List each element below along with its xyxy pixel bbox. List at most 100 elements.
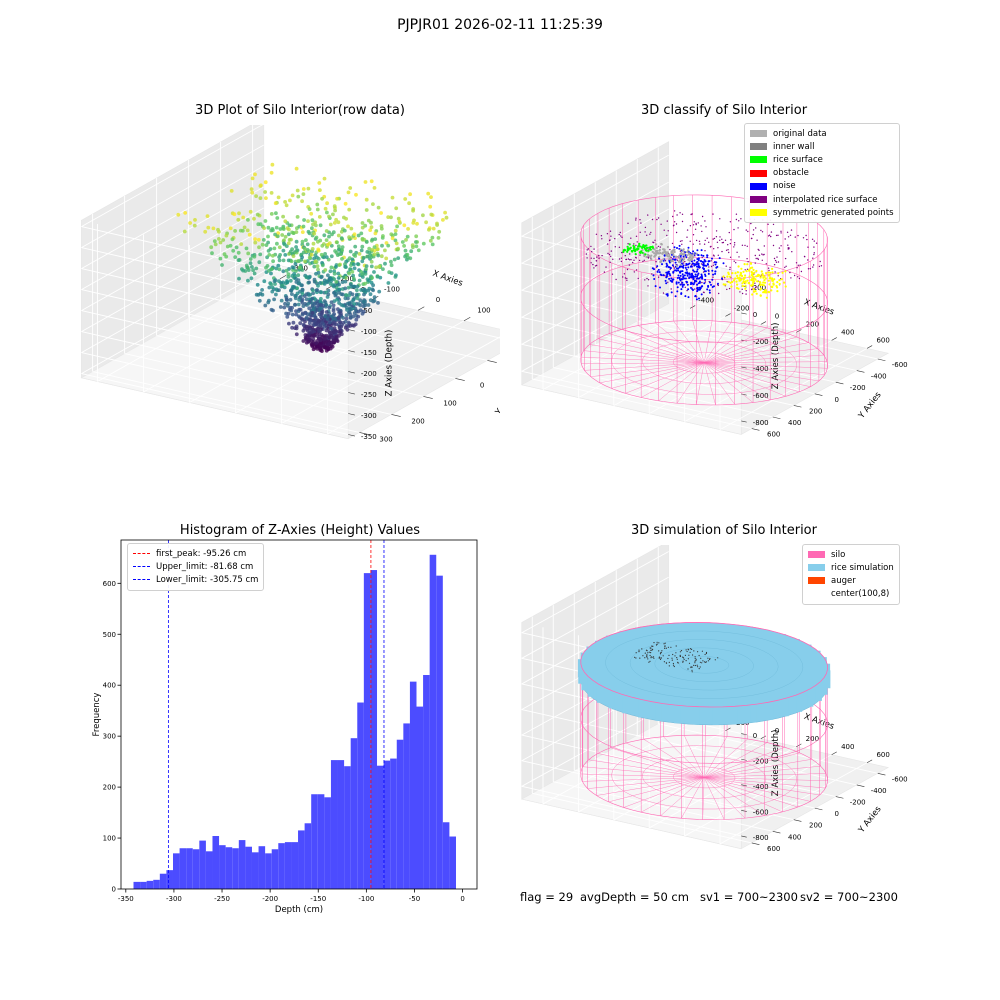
plot1-point [343,279,348,284]
plot2-point-interp [754,282,756,284]
histogram-xtick-label: -100 [358,895,374,903]
plot4-auger-point [685,649,687,651]
plot2-point-noise [714,270,717,273]
legend-label: Upper_limit: -81.68 cm [156,561,254,572]
plot2-point-interp [664,260,667,262]
plot1-point [333,208,337,213]
plot1-point [310,296,315,301]
plot1-point [414,234,419,239]
plot1-gridline [92,371,360,433]
plot1-point [248,209,253,214]
legend-item-auger: auger [808,574,894,587]
plot2-xtick-mark [725,313,731,317]
plot4-auger-point [647,652,649,654]
plot1-point [340,248,344,253]
plot2-point-noise [702,261,705,264]
plot2-point-noise [689,265,692,268]
plot4-gridline [595,758,815,809]
plot1-ztick-mark [348,371,355,374]
plot2-point-interp [608,253,611,256]
plot2-point-symmetric [736,283,739,286]
plot1-point [315,207,320,212]
plot1-xtick-mark [325,285,333,290]
plot2-point-interp [653,241,655,244]
histogram-bar [238,840,246,889]
plot1-point [280,283,285,288]
plot2-point-symmetric [760,270,763,273]
plot2-point-symmetric [731,280,734,284]
plot2-point-interp [621,251,623,254]
plot1-point [435,221,439,226]
plot1-point [436,236,441,240]
plot2-axes: -400-2000200400600-600-400-2000200400600… [520,141,908,439]
plot1-point [290,193,295,198]
plot1-point [369,225,374,229]
histogram-title: Histogram of Z-Axies (Height) Values [179,523,421,538]
plot2-point-interp [813,240,815,242]
plot2-ztick-mark [741,420,747,423]
plot1-point [293,302,297,307]
plot2-point-noise [699,276,702,279]
histogram-ytick-label: 100 [103,835,116,843]
plot2-ytick-mark [877,358,886,362]
legend-item-inner-wall: inner wall [750,140,894,153]
plot2-point-interp [733,228,735,231]
plot2-point-symmetric [756,280,759,283]
plot2-point-symmetric [784,270,787,273]
plot2-point-rice [637,245,640,248]
plot2-point-interp [601,254,603,257]
plot2-point-interp [818,265,821,268]
plot2-point-interp [777,275,779,277]
plot2-point-symmetric [770,289,773,292]
plot2-point-noise [689,273,691,276]
plot1-point [300,239,305,244]
plot4-auger-point [699,661,701,663]
plot4-auger-point [667,646,669,648]
plot1-point [228,226,233,231]
plot1-point [350,257,355,262]
plot2-point-interp [704,250,706,252]
plot1-point [317,307,322,312]
plot2-point-interp [630,259,632,261]
plot2-point-original [651,250,654,253]
plot2-point-interp [681,220,684,223]
plot2-point-original [661,252,664,255]
histogram-bar [232,848,239,889]
plot1-gridline [81,207,265,312]
plot2-point-symmetric [759,288,762,291]
plot2-point-interp [741,288,743,290]
plot1-point [302,218,306,222]
plot4-auger-point [635,657,637,659]
plot2-point-symmetric [745,270,748,273]
plot4-auger-point [701,650,703,652]
histogram-bar [311,794,318,889]
plot1-point [296,259,301,264]
plot1-3d-scatter: -300-200-1000100200-200-10001002003000-5… [80,125,500,444]
plot1-point [275,241,279,246]
plot2-point-interp [684,286,686,288]
plot1-point [400,240,405,244]
plot1-point [336,315,341,320]
plot2-point-noise [675,282,678,285]
plot1-point [257,298,262,303]
plot2-point-interp [586,249,588,251]
plot4-auger-point [675,652,677,654]
plot1-point [333,249,337,253]
plot2-point-noise [695,270,698,273]
plot1-gridline [81,373,349,435]
plot1-point [331,303,336,308]
plot1-point [283,301,287,306]
plot2-point-noise [691,273,694,276]
plot2-point-interp [628,259,631,261]
plot2-point-symmetric [778,279,781,282]
plot2-point-interp [655,261,657,263]
plot2-point-interp [805,234,807,237]
histogram-bar [225,847,233,889]
plot1-point [366,288,371,293]
plot2-point-original [666,251,669,254]
plot1-point [355,296,360,301]
plot2-point-rice [634,250,637,253]
plot1-point [372,270,376,274]
plot1-point [266,300,271,305]
plot2-point-interp [636,241,638,243]
